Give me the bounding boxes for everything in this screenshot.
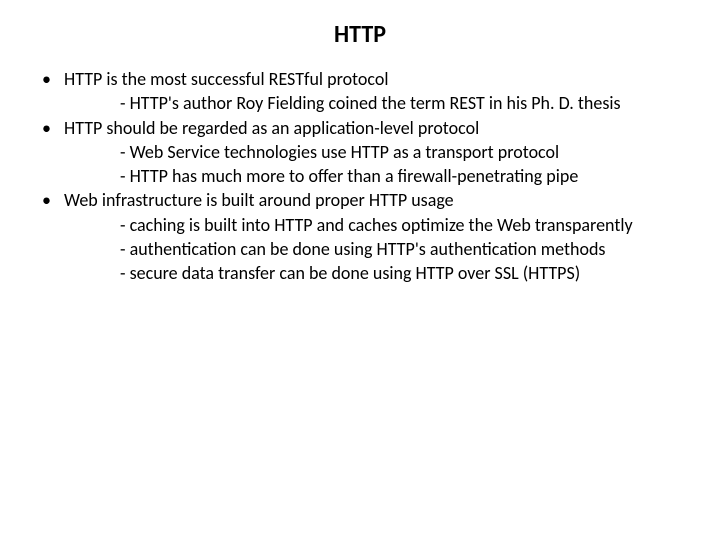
bullet-text: Web infrastructure is built around prope… <box>64 188 690 212</box>
sub-item: - secure data transfer can be done using… <box>120 261 690 285</box>
bullet-item: • HTTP is the most successful RESTful pr… <box>30 67 690 91</box>
sub-item: - HTTP has much more to offer than a fir… <box>120 164 690 188</box>
sub-item: - authentication can be done using HTTP'… <box>120 237 690 261</box>
bullet-text: HTTP is the most successful RESTful prot… <box>64 67 690 91</box>
bullet-text: HTTP should be regarded as an applicatio… <box>64 116 690 140</box>
bullet-marker: • <box>30 67 64 91</box>
bullet-item: • HTTP should be regarded as an applicat… <box>30 116 690 140</box>
bullet-item: • Web infrastructure is built around pro… <box>30 188 690 212</box>
sub-item: - Web Service technologies use HTTP as a… <box>120 140 690 164</box>
bullet-marker: • <box>30 188 64 212</box>
sub-item: - HTTP's author Roy Fielding coined the … <box>120 91 690 115</box>
slide-content: • HTTP is the most successful RESTful pr… <box>30 67 690 286</box>
sub-item: - caching is built into HTTP and caches … <box>120 213 690 237</box>
bullet-marker: • <box>30 116 64 140</box>
slide-title: HTTP <box>30 20 690 49</box>
